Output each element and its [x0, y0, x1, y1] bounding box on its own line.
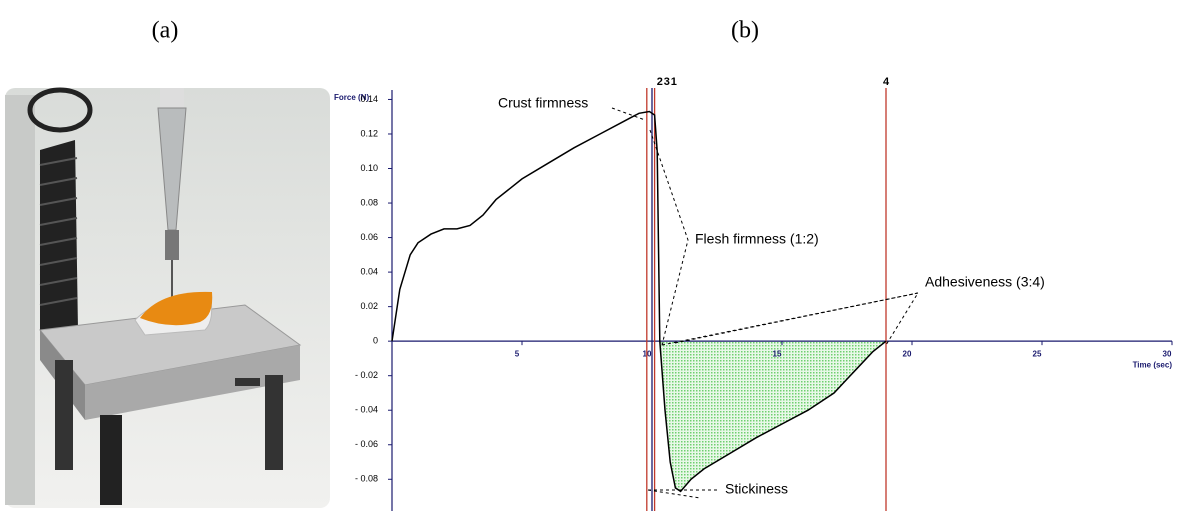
x-tick-label: 25 [1033, 349, 1042, 358]
y-tick-label: 0.04 [360, 266, 378, 276]
y-tick-label: 0.10 [360, 163, 378, 173]
y-tick-label: 0.02 [360, 301, 378, 311]
adhesiveness-area [659, 341, 886, 492]
panel-label: (a) [152, 18, 179, 44]
marker-label: 1 [671, 76, 677, 88]
photo [5, 87, 330, 508]
y-tick-label: - 0.08 [355, 474, 378, 484]
y-tick-label: - 0.04 [355, 405, 378, 415]
y-axis-label: Force (N) [334, 93, 369, 102]
marker-label: 4 [883, 76, 890, 88]
marker-label: 2 [657, 76, 663, 88]
y-tick-label: 0.08 [360, 197, 378, 207]
x-tick-label: 30 [1163, 349, 1172, 358]
y-tick-label: - 0.06 [355, 439, 378, 449]
y-tick-label: 0 [373, 336, 378, 346]
x-tick-label: 15 [773, 349, 782, 358]
y-tick-label: - 0.02 [355, 370, 378, 380]
panel-label: (b) [731, 18, 759, 44]
y-tick-label: 0.12 [360, 128, 378, 138]
annotation: Flesh firmness (1:2) [695, 231, 819, 247]
leader-lines [611, 107, 920, 499]
y-tick-label: 0.06 [360, 232, 378, 242]
marker-label: 3 [664, 76, 670, 88]
force-curve [391, 110, 887, 493]
annotation: Adhesiveness (3:4) [925, 274, 1045, 290]
x-tick-label: 5 [515, 349, 520, 358]
y-tick-label: 0.14 [360, 94, 378, 104]
x-tick-label: 20 [903, 349, 912, 358]
x-axis-label: Time (sec) [1133, 360, 1173, 369]
annotation: Stickiness [725, 481, 788, 497]
annotation: Crust firmness [498, 95, 588, 111]
